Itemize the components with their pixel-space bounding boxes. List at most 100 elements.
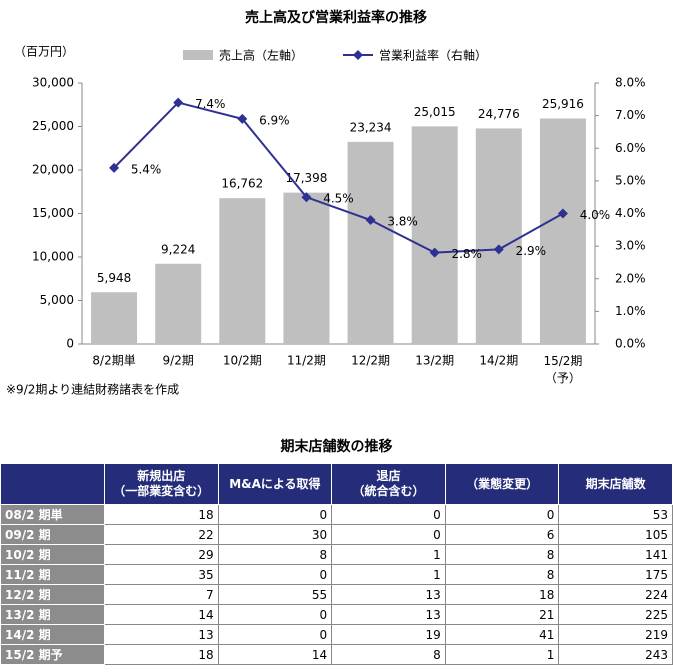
bar <box>539 118 586 345</box>
x-tick-label: 11/2期 <box>287 354 326 368</box>
x-tick-label: 15/2期（予） <box>543 354 582 385</box>
table-row: 10/2 期 29 8 1 8 141 <box>0 544 673 565</box>
table-cell: 141 <box>558 544 673 565</box>
bar-value-label: 17,398 <box>285 171 327 185</box>
row-label: 11/2 期 <box>0 564 105 585</box>
row-label: 09/2 期 <box>0 524 105 545</box>
x-tick-label: 12/2期 <box>351 354 390 368</box>
y2-tick-label: 2.0% <box>615 271 646 285</box>
y2-tick-label: 5.0% <box>615 173 646 187</box>
bar <box>347 141 394 344</box>
bar-value-label: 9,224 <box>161 242 195 256</box>
y-tick-label: 5,000 <box>40 293 74 307</box>
bar <box>411 126 458 344</box>
table-cell: 8 <box>331 644 446 665</box>
table-cell: 8 <box>217 544 333 565</box>
y2-tick-label: 3.0% <box>615 239 646 253</box>
table-cell: 41 <box>444 624 560 645</box>
line-value-label: 2.8% <box>451 247 482 261</box>
table-cell: 0 <box>217 624 333 645</box>
legend-label: 売上高（左軸） <box>219 48 303 63</box>
table-row: 14/2 期 13 0 19 41 219 <box>0 624 673 645</box>
header-cell: 退店 （統合含む） <box>331 463 446 505</box>
y-tick-label: 15,000 <box>32 206 74 220</box>
table-cell: 0 <box>331 524 446 545</box>
y-axis-label: （百万円） <box>14 45 74 59</box>
y2-tick-label: 1.0% <box>615 304 646 318</box>
y-tick-label: 30,000 <box>32 76 74 90</box>
table-cell: 175 <box>558 564 673 585</box>
table: 新規出店 （一部業変含む） M&Aによる取得 退店 （統合含む） （業態変更） 期末店舗… <box>0 463 673 665</box>
table-cell: 18 <box>444 584 560 605</box>
table-cell: 18 <box>104 644 219 665</box>
table-cell: 7 <box>104 584 219 605</box>
line-marker <box>557 208 568 219</box>
table-row: 11/2 期 35 0 1 8 175 <box>0 564 673 585</box>
table-cell: 13 <box>104 624 219 645</box>
row-label: 10/2 期 <box>0 544 105 565</box>
table-cell: 53 <box>558 504 673 525</box>
table-cell: 14 <box>104 604 219 625</box>
bar-value-label: 23,234 <box>350 120 392 134</box>
table-cell: 225 <box>558 604 673 625</box>
bar-value-label: 24,776 <box>478 107 520 121</box>
x-tick-label: 14/2期 <box>479 354 518 368</box>
table-cell: 0 <box>331 504 446 525</box>
table-cell: 0 <box>217 504 333 525</box>
row-label: 15/2 期予 <box>0 644 105 665</box>
header-row: 新規出店 （一部業変含む） M&Aによる取得 退店 （統合含む） （業態変更） 期末店舗… <box>0 463 673 505</box>
line-marker <box>237 113 248 124</box>
table-cell: 19 <box>331 624 446 645</box>
legend-label: 営業利益率（右軸） <box>379 48 487 63</box>
bar <box>91 292 138 344</box>
table-cell: 1 <box>331 564 446 585</box>
row-label: 08/2 期単 <box>0 504 105 525</box>
chart: 売上高及び営業利益率の推移 （百万円） ※9/2期より連結財務諸表を作成 0 5,… <box>6 9 646 397</box>
x-tick-label: 8/2期単 <box>92 354 135 368</box>
table-cell: 8 <box>444 564 560 585</box>
y2-tick-label: 6.0% <box>615 141 646 155</box>
line-marker <box>365 215 376 226</box>
row-label: 12/2 期 <box>0 584 105 605</box>
line-marker <box>301 192 312 203</box>
bar <box>283 192 330 344</box>
header-cell <box>0 463 105 505</box>
x-tick-label: 9/2期 <box>163 354 194 368</box>
line-value-label: 2.9% <box>516 244 547 258</box>
line-value-label: 3.8% <box>387 215 418 229</box>
table-cell: 219 <box>558 624 673 645</box>
legend-swatch <box>183 50 213 60</box>
line-value-label: 7.4% <box>195 97 226 111</box>
table-cell: 21 <box>444 604 560 625</box>
bar <box>219 198 266 344</box>
y2-tick-label: 8.0% <box>615 76 646 90</box>
line-marker <box>493 244 504 255</box>
chart-title: 売上高及び営業利益率の推移 <box>245 9 427 26</box>
table-cell: 55 <box>217 584 333 605</box>
table-cell: 13 <box>331 584 446 605</box>
table-row: 08/2 期単 18 0 0 0 53 <box>0 504 673 525</box>
table-cell: 1 <box>444 644 560 665</box>
row-label: 14/2 期 <box>0 624 105 645</box>
legend-swatch <box>353 50 363 60</box>
line-value-label: 5.4% <box>131 162 162 176</box>
line-marker <box>173 97 184 108</box>
table-cell: 243 <box>558 644 673 665</box>
line-marker <box>109 162 120 173</box>
header-cell: 新規出店 （一部業変含む） <box>104 463 219 505</box>
row-label: 13/2 期 <box>0 604 105 625</box>
y-tick-label: 20,000 <box>32 163 74 177</box>
table-cell: 1 <box>331 544 446 565</box>
table-cell: 29 <box>104 544 219 565</box>
table-cell: 13 <box>331 604 446 625</box>
table-cell: 6 <box>444 524 560 545</box>
y2-tick-label: 7.0% <box>615 108 646 122</box>
table-row: 15/2 期予 18 14 8 1 243 <box>0 644 673 665</box>
table-cell: 224 <box>558 584 673 605</box>
note: ※9/2期より連結財務諸表を作成 <box>6 382 179 397</box>
table-cell: 8 <box>444 544 560 565</box>
line-value-label: 4.0% <box>580 208 611 222</box>
table-cell: 35 <box>104 564 219 585</box>
y2-tick-label: 4.0% <box>615 206 646 220</box>
